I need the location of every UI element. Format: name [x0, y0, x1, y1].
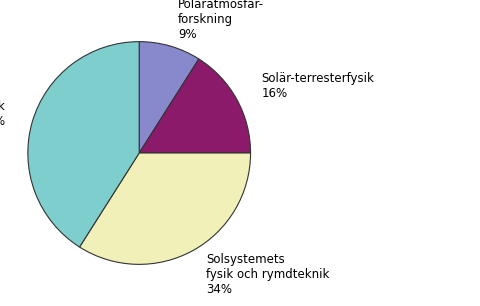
Wedge shape — [28, 42, 139, 247]
Text: Solär-terresterfysik
16%: Solär-terresterfysik 16% — [261, 72, 374, 100]
Text: Rymdplasmafysik
41%: Rymdplasmafysik 41% — [0, 100, 6, 128]
Text: Polaratmosfär-
forskning
9%: Polaratmosfär- forskning 9% — [178, 0, 264, 41]
Wedge shape — [80, 153, 251, 264]
Wedge shape — [139, 42, 199, 153]
Wedge shape — [139, 59, 251, 153]
Text: Solsystemets
fysik och rymdteknik
34%: Solsystemets fysik och rymdteknik 34% — [206, 253, 330, 297]
